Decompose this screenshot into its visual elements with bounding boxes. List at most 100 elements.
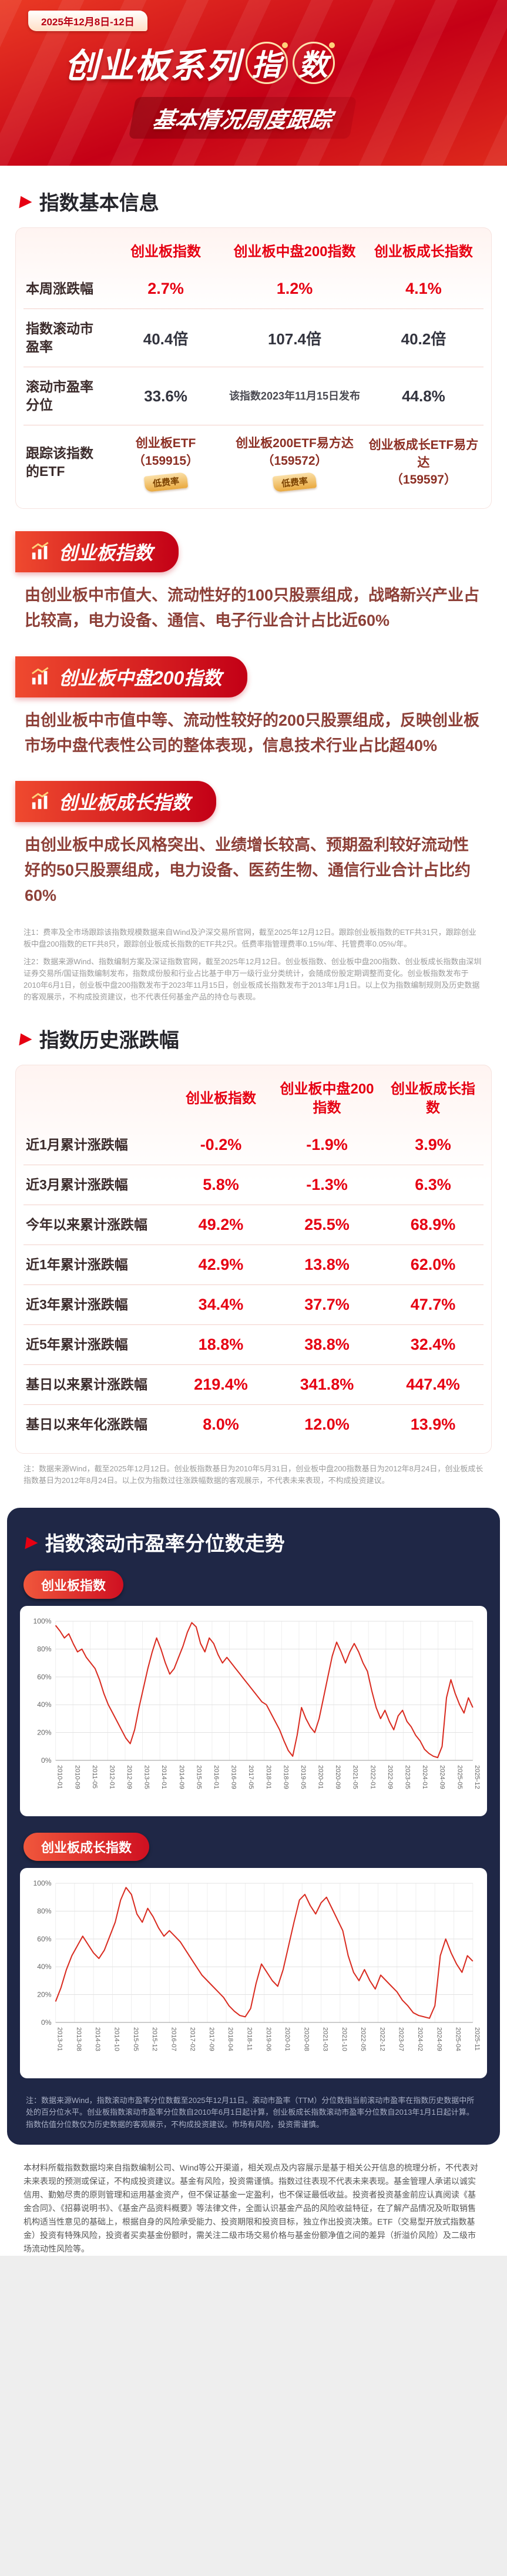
svg-text:2018-01: 2018-01 bbox=[265, 1765, 272, 1789]
row-label: 近3年累计涨跌幅 bbox=[23, 1285, 170, 1325]
pe-percentile-chart-chuangyeban: 0% 20% 40% 60% 80% 100% 2010-01 2010-09 2011-05 2… bbox=[20, 1606, 487, 1817]
rolling-pe-value: 40.4倍 bbox=[143, 330, 189, 348]
history-value: 32.4% bbox=[410, 1335, 456, 1353]
weekly-change-value: 1.2% bbox=[276, 280, 313, 298]
chart-series-label: 创业板成长指数 bbox=[23, 1833, 150, 1861]
pe-percentile-section: ▶ 指数滚动市盈率分位数走势 创业板指数 0% 20% 40% 60% 80% 100% 2… bbox=[7, 1508, 500, 2145]
history-value: -1.3% bbox=[306, 1175, 348, 1193]
etf-cell: 创业板成长ETF易方达 （159597） bbox=[364, 425, 484, 499]
title-prefix: 创业板系列 bbox=[65, 47, 241, 85]
svg-text:2024-09: 2024-09 bbox=[439, 1765, 446, 1789]
svg-text:0%: 0% bbox=[41, 1756, 52, 1765]
history-value: -0.2% bbox=[200, 1135, 242, 1153]
svg-text:2017-02: 2017-02 bbox=[189, 2027, 196, 2051]
svg-text:2020-09: 2020-09 bbox=[334, 1765, 341, 1789]
header-banner: 2025年12月8日-12日 创业板系列 指 数 基本情况周度跟踪 bbox=[0, 0, 507, 166]
etf-code: （159597） bbox=[390, 473, 456, 487]
svg-text:2024-09: 2024-09 bbox=[435, 2027, 442, 2051]
svg-text:2018-04: 2018-04 bbox=[227, 2027, 234, 2051]
rolling-pe-value: 40.2倍 bbox=[401, 330, 446, 348]
svg-text:2022-05: 2022-05 bbox=[360, 2027, 367, 2051]
svg-text:20%: 20% bbox=[37, 1991, 51, 1999]
row-label: 本周涨跌幅 bbox=[23, 269, 106, 310]
index-description: 由创业板中市值大、流动性好的100只股票组成，战略新兴产业占比较高，电力设备、通… bbox=[25, 586, 480, 630]
poster-title-line2: 基本情况周度跟踪 bbox=[128, 97, 357, 139]
section-arrow-icon: ▶ bbox=[24, 1533, 39, 1551]
history-value: 68.9% bbox=[410, 1215, 456, 1233]
etf-name-text: 创业板ETF bbox=[135, 437, 196, 451]
svg-text:2010-09: 2010-09 bbox=[73, 1765, 80, 1789]
svg-text:2015-12: 2015-12 bbox=[151, 2027, 158, 2051]
history-value: 47.7% bbox=[410, 1295, 456, 1313]
history-value: 6.3% bbox=[415, 1175, 451, 1193]
row-label: 近1月累计涨跌幅 bbox=[23, 1125, 170, 1165]
svg-text:2020-01: 2020-01 bbox=[284, 2027, 291, 2051]
history-value: 34.4% bbox=[198, 1295, 244, 1313]
svg-text:40%: 40% bbox=[37, 1963, 51, 1971]
svg-text:2016-07: 2016-07 bbox=[170, 2027, 177, 2051]
banner-title: 创业板中盘200指数 bbox=[59, 667, 222, 689]
svg-text:2012-01: 2012-01 bbox=[108, 1765, 115, 1789]
index-banner-chengzhang: 创业板成长指数 bbox=[15, 780, 217, 822]
svg-text:2018-09: 2018-09 bbox=[282, 1765, 289, 1789]
banner-title: 创业板成长指数 bbox=[59, 791, 191, 813]
section-title-text: 指数滚动市盈率分位数走势 bbox=[45, 1533, 285, 1556]
svg-text:40%: 40% bbox=[37, 1701, 51, 1709]
index-banner-zhongpan200: 创业板中盘200指数 bbox=[15, 656, 248, 697]
section-title-basic-info: ▶ 指数基本信息 bbox=[18, 187, 487, 216]
section-title-text: 指数历史涨跌幅 bbox=[39, 1029, 179, 1052]
row-label: 滚动市盈率分位 bbox=[23, 367, 106, 426]
basic-info-section: ▶ 指数基本信息 创业板指数 创业板中盘200指数 创业板成长指数 本周涨跌幅 … bbox=[0, 187, 507, 509]
history-value: 12.0% bbox=[304, 1416, 350, 1434]
svg-text:2014-01: 2014-01 bbox=[160, 1765, 167, 1789]
svg-text:80%: 80% bbox=[37, 1907, 51, 1916]
history-note: 注：数据来源Wind，截至2025年12月12日。创业板指数基日为2010年5月… bbox=[23, 1464, 484, 1485]
svg-text:2017-09: 2017-09 bbox=[208, 2027, 215, 2051]
chart-note: 注：数据来源Wind，指数滚动市盈率分位数截至2025年12月11日。滚动市盈率… bbox=[26, 2096, 475, 2129]
svg-text:2017-05: 2017-05 bbox=[247, 1765, 254, 1789]
svg-text:2014-09: 2014-09 bbox=[178, 1765, 185, 1789]
row-label: 近3月累计涨跌幅 bbox=[23, 1165, 170, 1205]
trend-chart-icon bbox=[32, 791, 49, 809]
pe-percentile-value: 33.6% bbox=[144, 387, 187, 405]
history-value: 49.2% bbox=[198, 1215, 244, 1233]
etf-name-text: 创业板200ETF易方达 bbox=[236, 437, 354, 451]
svg-text:100%: 100% bbox=[33, 1618, 52, 1626]
title-circled-char: 数 bbox=[293, 42, 335, 84]
etf-name: 创业板ETF （159915） bbox=[133, 435, 199, 469]
section-arrow-icon: ▶ bbox=[18, 192, 33, 210]
svg-text:2024-02: 2024-02 bbox=[417, 2027, 424, 2051]
column-header: 创业板指数 bbox=[185, 1090, 256, 1106]
etf-name: 创业板成长ETF易方达 （159597） bbox=[366, 437, 481, 488]
footnotes: 注1：费率及全市场跟踪该指数规模数据来自Wind及沪深交易所官网，截至2025年… bbox=[23, 927, 484, 1004]
svg-text:2022-01: 2022-01 bbox=[369, 1765, 376, 1789]
etf-cell: 创业板200ETF易方达 （159572） 低费率 bbox=[226, 425, 364, 499]
svg-text:2024-01: 2024-01 bbox=[421, 1765, 428, 1789]
index-description: 由创业板中市值中等、流动性较好的200只股票组成，反映创业板市场中盘代表性公司的… bbox=[25, 711, 480, 754]
svg-text:2015-05: 2015-05 bbox=[195, 1765, 202, 1789]
basic-info-table: 创业板指数 创业板中盘200指数 创业板成长指数 本周涨跌幅 2.7% 1.2%… bbox=[15, 227, 492, 509]
svg-text:2013-08: 2013-08 bbox=[75, 2027, 82, 2051]
svg-text:2015-05: 2015-05 bbox=[132, 2027, 139, 2051]
history-value: 8.0% bbox=[203, 1416, 239, 1434]
history-table: 创业板指数 创业板中盘200指数 创业板成长指数 近1月累计涨跌幅 -0.2% … bbox=[15, 1065, 492, 1454]
weekly-change-value: 4.1% bbox=[405, 280, 442, 298]
svg-text:20%: 20% bbox=[37, 1729, 51, 1737]
pe-percentile-value: 44.8% bbox=[402, 387, 445, 405]
svg-text:2020-08: 2020-08 bbox=[303, 2027, 310, 2051]
history-value: 3.9% bbox=[415, 1135, 451, 1153]
section-title-history: ▶ 指数历史涨跌幅 bbox=[19, 1024, 487, 1053]
svg-text:2021-05: 2021-05 bbox=[352, 1765, 359, 1789]
svg-text:60%: 60% bbox=[37, 1935, 51, 1943]
row-label: 近1年累计涨跌幅 bbox=[23, 1245, 170, 1285]
svg-text:100%: 100% bbox=[33, 1880, 52, 1888]
column-header: 创业板成长指数 bbox=[391, 1081, 476, 1116]
svg-text:2023-05: 2023-05 bbox=[404, 1765, 411, 1789]
row-label: 基日以来累计涨跌幅 bbox=[23, 1365, 170, 1406]
svg-text:2023-07: 2023-07 bbox=[398, 2027, 405, 2051]
svg-text:2016-09: 2016-09 bbox=[230, 1765, 237, 1789]
etf-name: 创业板200ETF易方达 （159572） bbox=[236, 435, 354, 469]
svg-text:2022-12: 2022-12 bbox=[378, 2027, 385, 2051]
svg-text:2021-10: 2021-10 bbox=[341, 2027, 348, 2051]
row-label: 基日以来年化涨跌幅 bbox=[26, 1417, 147, 1433]
